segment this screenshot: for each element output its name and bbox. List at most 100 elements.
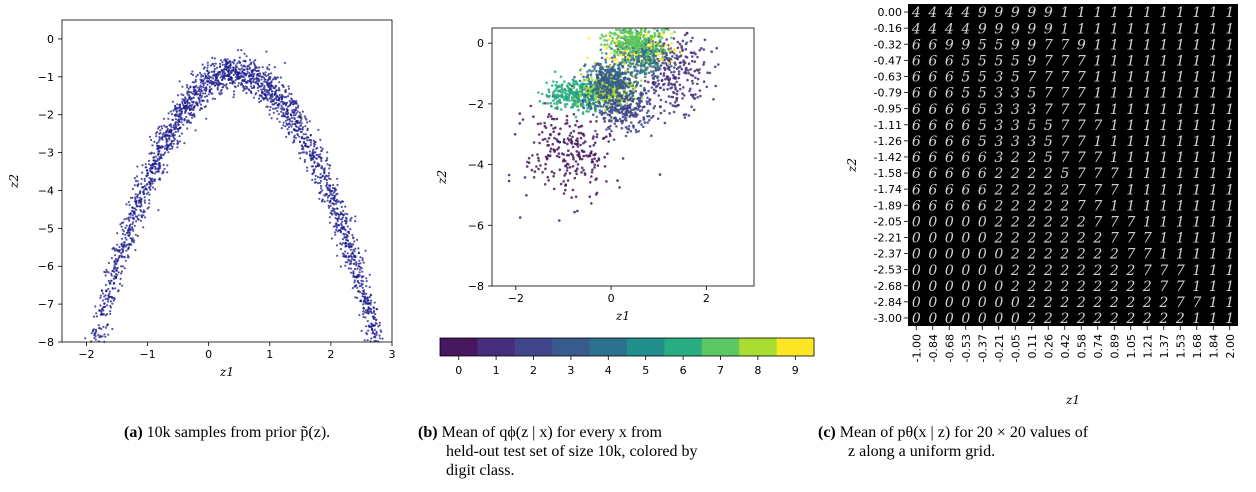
scatter-point — [107, 261, 110, 265]
cluster-point — [572, 99, 576, 102]
cluster-point — [595, 69, 598, 73]
scatter-point — [115, 248, 118, 251]
scatter-point — [158, 139, 161, 142]
scatter-point — [154, 188, 157, 191]
cluster-point — [593, 80, 597, 84]
cluster-point — [605, 88, 609, 91]
cluster-point — [591, 93, 595, 96]
cluster-point — [613, 106, 617, 110]
scatter-point — [161, 133, 164, 136]
scatter-point — [184, 110, 187, 113]
scatter-point — [201, 63, 204, 66]
cluster-point — [558, 98, 561, 101]
scatter-point — [246, 65, 249, 68]
cluster-point — [577, 108, 580, 112]
scatter-point — [341, 216, 344, 219]
cluster-point — [545, 94, 549, 98]
scatter-point — [362, 303, 365, 306]
scatter-point — [380, 330, 383, 333]
cluster-point — [634, 106, 638, 110]
cluster-point — [590, 171, 594, 174]
scatter-point — [301, 135, 304, 138]
scatter-point — [313, 155, 316, 158]
cluster-point — [654, 75, 658, 78]
scatter-point — [94, 328, 98, 331]
scatter-point — [310, 155, 313, 158]
scatter-point — [127, 218, 130, 221]
cluster-point — [600, 113, 604, 116]
cluster-point — [549, 132, 552, 136]
scatter-point — [318, 181, 321, 185]
scatter-point — [360, 329, 363, 332]
scatter-point — [322, 168, 325, 171]
scatter-point — [172, 142, 175, 145]
scatter-point — [330, 209, 333, 212]
cluster-point — [670, 86, 674, 89]
scatter-point — [265, 96, 268, 99]
cluster-point — [607, 95, 611, 99]
scatter-point — [94, 338, 97, 341]
scatter-point — [204, 105, 207, 108]
cluster-point — [560, 86, 564, 89]
scatter-point — [342, 209, 345, 212]
scatter-point — [252, 74, 255, 78]
scatter-point — [158, 125, 161, 128]
colorbar-segment — [776, 338, 815, 356]
scatter-point — [295, 100, 298, 103]
scatter-point — [271, 78, 274, 81]
scatter-point — [247, 75, 251, 78]
scatter-point — [299, 157, 302, 160]
scatter-point — [165, 138, 168, 141]
scatter-point — [184, 106, 187, 109]
scatter-point — [327, 174, 330, 177]
scatter-point — [157, 141, 160, 144]
grid-digit: 1 — [1093, 37, 1102, 53]
cluster-point — [681, 92, 684, 95]
scatter-point — [311, 158, 315, 161]
cluster-point — [689, 68, 692, 71]
scatter-point — [346, 252, 349, 255]
scatter-point — [170, 144, 173, 147]
scatter-point — [237, 84, 240, 87]
cluster-point — [621, 112, 625, 116]
cluster-point — [591, 65, 595, 68]
cluster-point — [533, 170, 537, 173]
cluster-point — [597, 100, 601, 104]
cluster-point — [608, 98, 611, 102]
scatter-point — [163, 135, 166, 138]
cluster-point — [587, 98, 591, 102]
cluster-point — [651, 37, 655, 41]
scatter-point — [268, 68, 271, 71]
scatter-point — [264, 92, 267, 95]
scatter-point — [203, 72, 206, 75]
cluster-point — [638, 97, 641, 100]
cluster-point — [583, 85, 586, 88]
scatter-point — [367, 302, 370, 305]
scatter-point — [200, 99, 203, 102]
scatter-point — [185, 115, 188, 118]
scatter-point — [336, 177, 339, 180]
cluster-point — [613, 49, 617, 52]
scatter-point — [221, 63, 224, 66]
scatter-point — [141, 164, 144, 167]
scatter-point — [158, 135, 161, 139]
scatter-point — [143, 177, 146, 180]
scatter-point — [303, 115, 306, 118]
scatter-point — [365, 280, 368, 283]
scatter-point — [364, 309, 367, 312]
cluster-point — [599, 96, 603, 100]
cluster-point — [607, 101, 610, 105]
scatter-point — [211, 80, 214, 83]
scatter-point — [245, 92, 248, 95]
y-tick-label: −4 — [468, 159, 484, 172]
cluster-point — [656, 53, 659, 56]
cluster-point — [590, 70, 593, 73]
cluster-point — [611, 95, 615, 98]
cluster-point — [646, 46, 649, 49]
scatter-point — [294, 108, 297, 111]
scatter-point — [318, 197, 321, 200]
cluster-point — [626, 56, 629, 59]
scatter-point — [248, 63, 251, 66]
scatter-point — [158, 157, 161, 160]
scatter-point — [274, 86, 277, 89]
